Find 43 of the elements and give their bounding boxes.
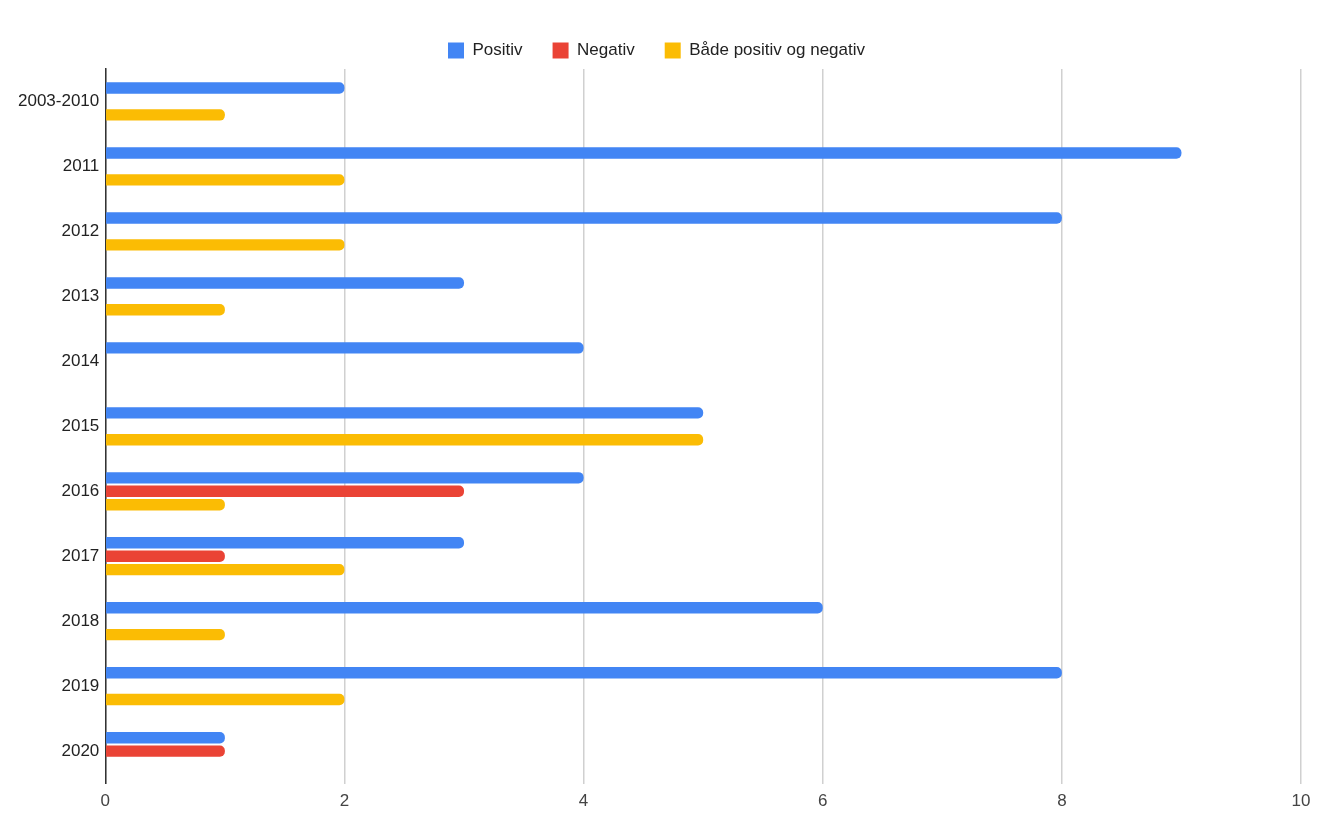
bar xyxy=(106,304,225,316)
x-tick-label: 0 xyxy=(100,791,111,811)
x-tick-label: 8 xyxy=(1057,791,1067,811)
bar xyxy=(106,628,225,641)
bar xyxy=(106,472,584,484)
legend-label: Negativ xyxy=(577,40,636,60)
bar xyxy=(106,147,1182,159)
y-tick-label: 2018 xyxy=(61,610,100,630)
y-tick-label: 2013 xyxy=(61,286,100,306)
bar xyxy=(106,174,345,186)
x-tick-label: 4 xyxy=(578,791,589,811)
bar xyxy=(106,498,225,511)
bar xyxy=(106,212,1062,224)
y-tick-label: 2011 xyxy=(62,156,100,176)
y-tick-label: 2019 xyxy=(61,675,100,695)
bar xyxy=(106,693,345,706)
legend-label: Både positiv og negativ xyxy=(689,40,866,60)
y-tick-label: 2003-2010 xyxy=(17,91,100,111)
bar xyxy=(106,745,225,757)
y-tick-label: 2015 xyxy=(61,415,100,435)
x-tick-label: 10 xyxy=(1291,791,1311,811)
bar xyxy=(106,82,345,94)
bar xyxy=(106,667,1062,679)
bar xyxy=(106,602,823,614)
y-tick-label: 2017 xyxy=(61,545,100,565)
bar xyxy=(106,434,704,446)
bar xyxy=(106,277,465,289)
bar xyxy=(106,550,225,562)
bar xyxy=(106,109,225,121)
bar xyxy=(106,239,345,251)
y-tick-label: 2014 xyxy=(61,351,100,371)
x-tick-label: 6 xyxy=(817,791,828,811)
bar xyxy=(106,731,225,744)
y-tick-label: 2020 xyxy=(61,740,100,760)
bar xyxy=(106,537,465,549)
bar xyxy=(106,342,584,354)
legend-label: Positiv xyxy=(472,40,524,60)
x-tick-label: 2 xyxy=(339,791,350,811)
bar xyxy=(106,563,345,576)
bar xyxy=(106,407,704,419)
y-tick-label: 2012 xyxy=(61,221,100,241)
bar xyxy=(106,485,465,497)
y-tick-label: 2016 xyxy=(61,480,100,500)
